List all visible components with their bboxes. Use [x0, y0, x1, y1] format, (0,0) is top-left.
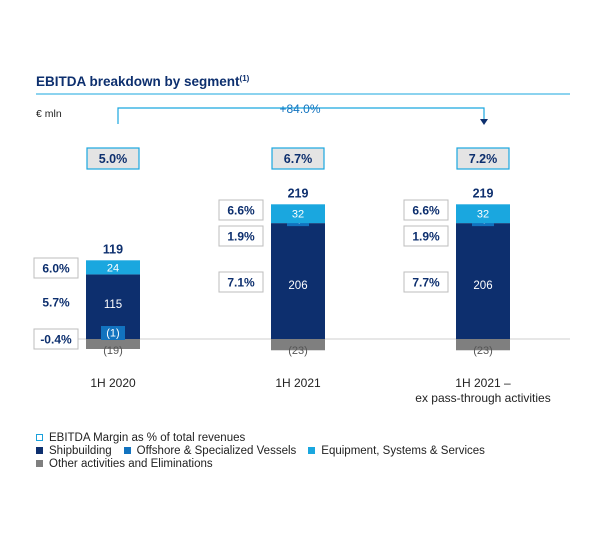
total-margin-label: 6.7% [284, 152, 313, 166]
legend-offshore-label: Offshore & Specialized Vessels [136, 444, 297, 457]
margin-offshore-box [218, 225, 264, 247]
growth-label: +84.0% [279, 102, 320, 116]
legend-shipbuilding-swatch [36, 447, 43, 454]
legend-other-label: Other activities and Eliminations [49, 457, 213, 470]
legend-item-margin: EBITDA Margin as % of total revenues [36, 432, 245, 444]
bar-other-label: (19) [103, 345, 123, 357]
legend-other-swatch [36, 460, 43, 467]
margin-offshore: 1.9% [412, 230, 440, 244]
total-margin-label: 5.0% [99, 152, 128, 166]
total-margin-box [86, 147, 140, 170]
bar-shipbuilding-label: 206 [473, 280, 492, 292]
legend-item-shipbuilding: Shipbuilding [36, 445, 112, 457]
legend-item-offshore: Offshore & Specialized Vessels [123, 444, 297, 457]
margin-shipbuilding-box [403, 271, 449, 293]
bar-equipment [456, 204, 510, 224]
total-margin-box [456, 147, 510, 170]
margin-equipment-box [218, 199, 264, 221]
margin-equipment-box [33, 257, 79, 279]
margin-equipment: 6.6% [412, 204, 440, 218]
growth-arrowhead [480, 119, 488, 125]
bar-shipbuilding-label: 115 [104, 299, 122, 311]
legend: EBITDA Margin as % of total revenues Shi… [36, 431, 497, 470]
legend-item-equipment: Equipment, Systems & Services [308, 445, 485, 457]
margin-offshore-box [33, 328, 79, 350]
margin-equipment: 6.0% [42, 262, 70, 276]
legend-offshore-swatch [123, 447, 131, 454]
bar-shipbuilding [456, 223, 510, 339]
bar-total-label: 119 [103, 242, 123, 256]
margin-equipment-box [403, 199, 449, 221]
bar-other [86, 339, 140, 349]
margin-shipbuilding: 5.7% [42, 296, 70, 310]
total-margin-label: 7.2% [469, 152, 498, 166]
legend-shipbuilding-label: Shipbuilding [49, 444, 112, 457]
bar-equipment [86, 260, 140, 275]
legend-item-other: Other activities and Eliminations [36, 458, 213, 470]
bar-other-label: (23) [473, 345, 493, 357]
growth-arrow [117, 107, 485, 124]
total-margin-box [271, 147, 325, 170]
bar-equipment-label: 32 [477, 209, 489, 221]
category-label: 1H 2020 [90, 376, 136, 390]
bar-equipment-label: 24 [107, 262, 119, 274]
bar-equipment [271, 204, 325, 224]
bar-total-label: 219 [473, 186, 494, 200]
bar-shipbuilding [271, 223, 325, 339]
margin-offshore: -0.4% [40, 333, 72, 347]
bar-shipbuilding-label: 206 [288, 280, 307, 292]
bar-other [456, 339, 510, 351]
margin-shipbuilding: 7.7% [412, 276, 440, 290]
legend-margin-label: EBITDA Margin as % of total revenues [49, 431, 246, 444]
legend-margin-swatch [36, 434, 43, 441]
margin-equipment: 6.6% [227, 204, 255, 218]
unit-label: € mln [36, 108, 62, 120]
bar-offshore [101, 326, 125, 340]
bar-total-label: 219 [288, 186, 309, 200]
bar-equipment-label: 32 [292, 209, 304, 221]
chart-title: EBITDA breakdown by segment(1) [36, 74, 250, 89]
category-label: 1H 2021 – [455, 376, 511, 390]
category-label: ex pass-through activities [415, 391, 550, 405]
bar-other [271, 339, 325, 351]
bar-other-label: (23) [288, 345, 308, 357]
margin-offshore: 1.9% [227, 230, 255, 244]
margin-offshore-box [403, 225, 449, 247]
category-label: 1H 2021 [275, 376, 321, 390]
margin-shipbuilding: 7.1% [227, 276, 255, 290]
legend-equipment-label: Equipment, Systems & Services [321, 444, 485, 457]
bar-offshore-label: (1) [106, 328, 119, 340]
margin-shipbuilding-box [218, 271, 264, 293]
legend-equipment-swatch [308, 447, 316, 454]
